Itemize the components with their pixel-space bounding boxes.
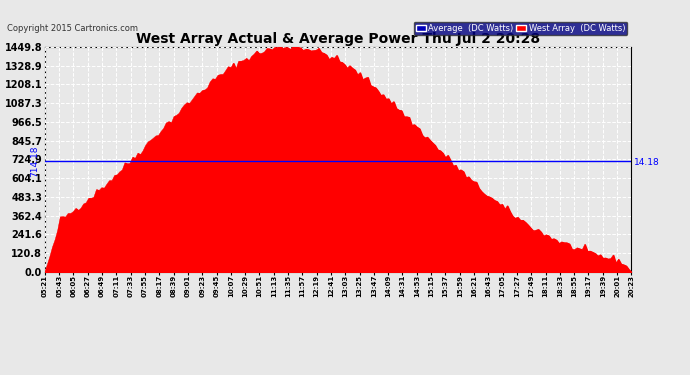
Text: 714.18: 714.18 [30,145,39,177]
Legend: Average  (DC Watts), West Array  (DC Watts): Average (DC Watts), West Array (DC Watts… [414,22,627,35]
Title: West Array Actual & Average Power Thu Jul 2 20:28: West Array Actual & Average Power Thu Ju… [136,32,540,46]
Text: Copyright 2015 Cartronics.com: Copyright 2015 Cartronics.com [7,24,138,33]
